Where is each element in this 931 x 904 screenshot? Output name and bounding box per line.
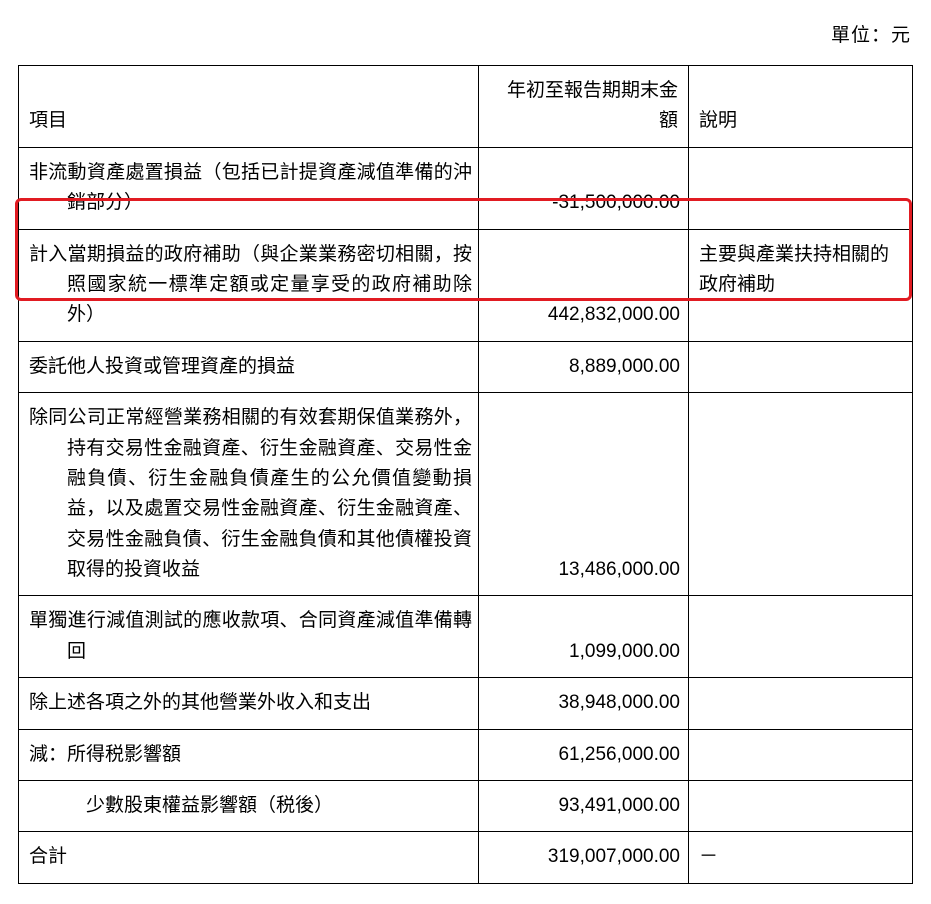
header-desc: 說明 bbox=[689, 66, 913, 148]
item-text: 合計 bbox=[29, 842, 472, 872]
item-text: 委託他人投資或管理資產的損益 bbox=[29, 352, 472, 382]
item-text: 少數股東權益影響額（税後） bbox=[29, 791, 472, 821]
cell-amount: 8,889,000.00 bbox=[479, 341, 689, 392]
item-text: 減：所得税影響額 bbox=[29, 740, 472, 770]
cell-item: 減：所得税影響額 bbox=[19, 729, 479, 780]
cell-item: 單獨進行減值測試的應收款項、合同資產減值準備轉回 bbox=[19, 596, 479, 678]
table-row: 非流動資產處置損益（包括已計提資產減值準備的沖銷部分）-31,500,000.0… bbox=[19, 147, 913, 229]
item-text: 單獨進行減值測試的應收款項、合同資產減值準備轉回 bbox=[29, 606, 472, 667]
cell-amount: 13,486,000.00 bbox=[479, 393, 689, 596]
header-item: 項目 bbox=[19, 66, 479, 148]
item-text: 非流動資產處置損益（包括已計提資產減值準備的沖銷部分） bbox=[29, 158, 472, 219]
table-row: 委託他人投資或管理資產的損益8,889,000.00 bbox=[19, 341, 913, 392]
cell-amount: 319,007,000.00 bbox=[479, 832, 689, 883]
table-row: 單獨進行減值測試的應收款項、合同資產減值準備轉回1,099,000.00 bbox=[19, 596, 913, 678]
unit-label: 單位：元 bbox=[18, 20, 913, 47]
cell-amount: 442,832,000.00 bbox=[479, 229, 689, 341]
table-header-row: 項目 年初至報告期期末金額 說明 bbox=[19, 66, 913, 148]
cell-item: 委託他人投資或管理資產的損益 bbox=[19, 341, 479, 392]
header-amount: 年初至報告期期末金額 bbox=[479, 66, 689, 148]
table-row: 除上述各項之外的其他營業外收入和支出38,948,000.00 bbox=[19, 678, 913, 729]
table-row: 合計319,007,000.00－ bbox=[19, 832, 913, 883]
cell-desc bbox=[689, 341, 913, 392]
item-text: 計入當期損益的政府補助（與企業業務密切相關，按照國家統一標準定額或定量享受的政府… bbox=[29, 240, 472, 331]
table-row: 計入當期損益的政府補助（與企業業務密切相關，按照國家統一標準定額或定量享受的政府… bbox=[19, 229, 913, 341]
cell-desc bbox=[689, 781, 913, 832]
table-wrapper: 項目 年初至報告期期末金額 說明 非流動資產處置損益（包括已計提資產減值準備的沖… bbox=[18, 65, 913, 884]
cell-desc bbox=[689, 147, 913, 229]
cell-item: 少數股東權益影響額（税後） bbox=[19, 781, 479, 832]
financial-table: 項目 年初至報告期期末金額 說明 非流動資產處置損益（包括已計提資產減值準備的沖… bbox=[18, 65, 913, 884]
cell-amount: 61,256,000.00 bbox=[479, 729, 689, 780]
cell-desc bbox=[689, 678, 913, 729]
table-row: 除同公司正常經營業務相關的有效套期保值業務外，持有交易性金融資產、衍生金融資產、… bbox=[19, 393, 913, 596]
cell-desc bbox=[689, 596, 913, 678]
cell-desc bbox=[689, 393, 913, 596]
cell-amount: 38,948,000.00 bbox=[479, 678, 689, 729]
cell-amount: 1,099,000.00 bbox=[479, 596, 689, 678]
cell-amount: 93,491,000.00 bbox=[479, 781, 689, 832]
cell-desc: 主要與產業扶持相關的政府補助 bbox=[689, 229, 913, 341]
cell-item: 除同公司正常經營業務相關的有效套期保值業務外，持有交易性金融資產、衍生金融資產、… bbox=[19, 393, 479, 596]
item-text: 除同公司正常經營業務相關的有效套期保值業務外，持有交易性金融資產、衍生金融資產、… bbox=[29, 403, 472, 585]
item-text: 除上述各項之外的其他營業外收入和支出 bbox=[29, 688, 472, 718]
cell-item: 除上述各項之外的其他營業外收入和支出 bbox=[19, 678, 479, 729]
cell-item: 合計 bbox=[19, 832, 479, 883]
cell-item: 計入當期損益的政府補助（與企業業務密切相關，按照國家統一標準定額或定量享受的政府… bbox=[19, 229, 479, 341]
cell-desc bbox=[689, 729, 913, 780]
cell-item: 非流動資產處置損益（包括已計提資產減值準備的沖銷部分） bbox=[19, 147, 479, 229]
table-row: 減：所得税影響額61,256,000.00 bbox=[19, 729, 913, 780]
cell-amount: -31,500,000.00 bbox=[479, 147, 689, 229]
cell-desc: － bbox=[689, 832, 913, 883]
table-row: 少數股東權益影響額（税後）93,491,000.00 bbox=[19, 781, 913, 832]
